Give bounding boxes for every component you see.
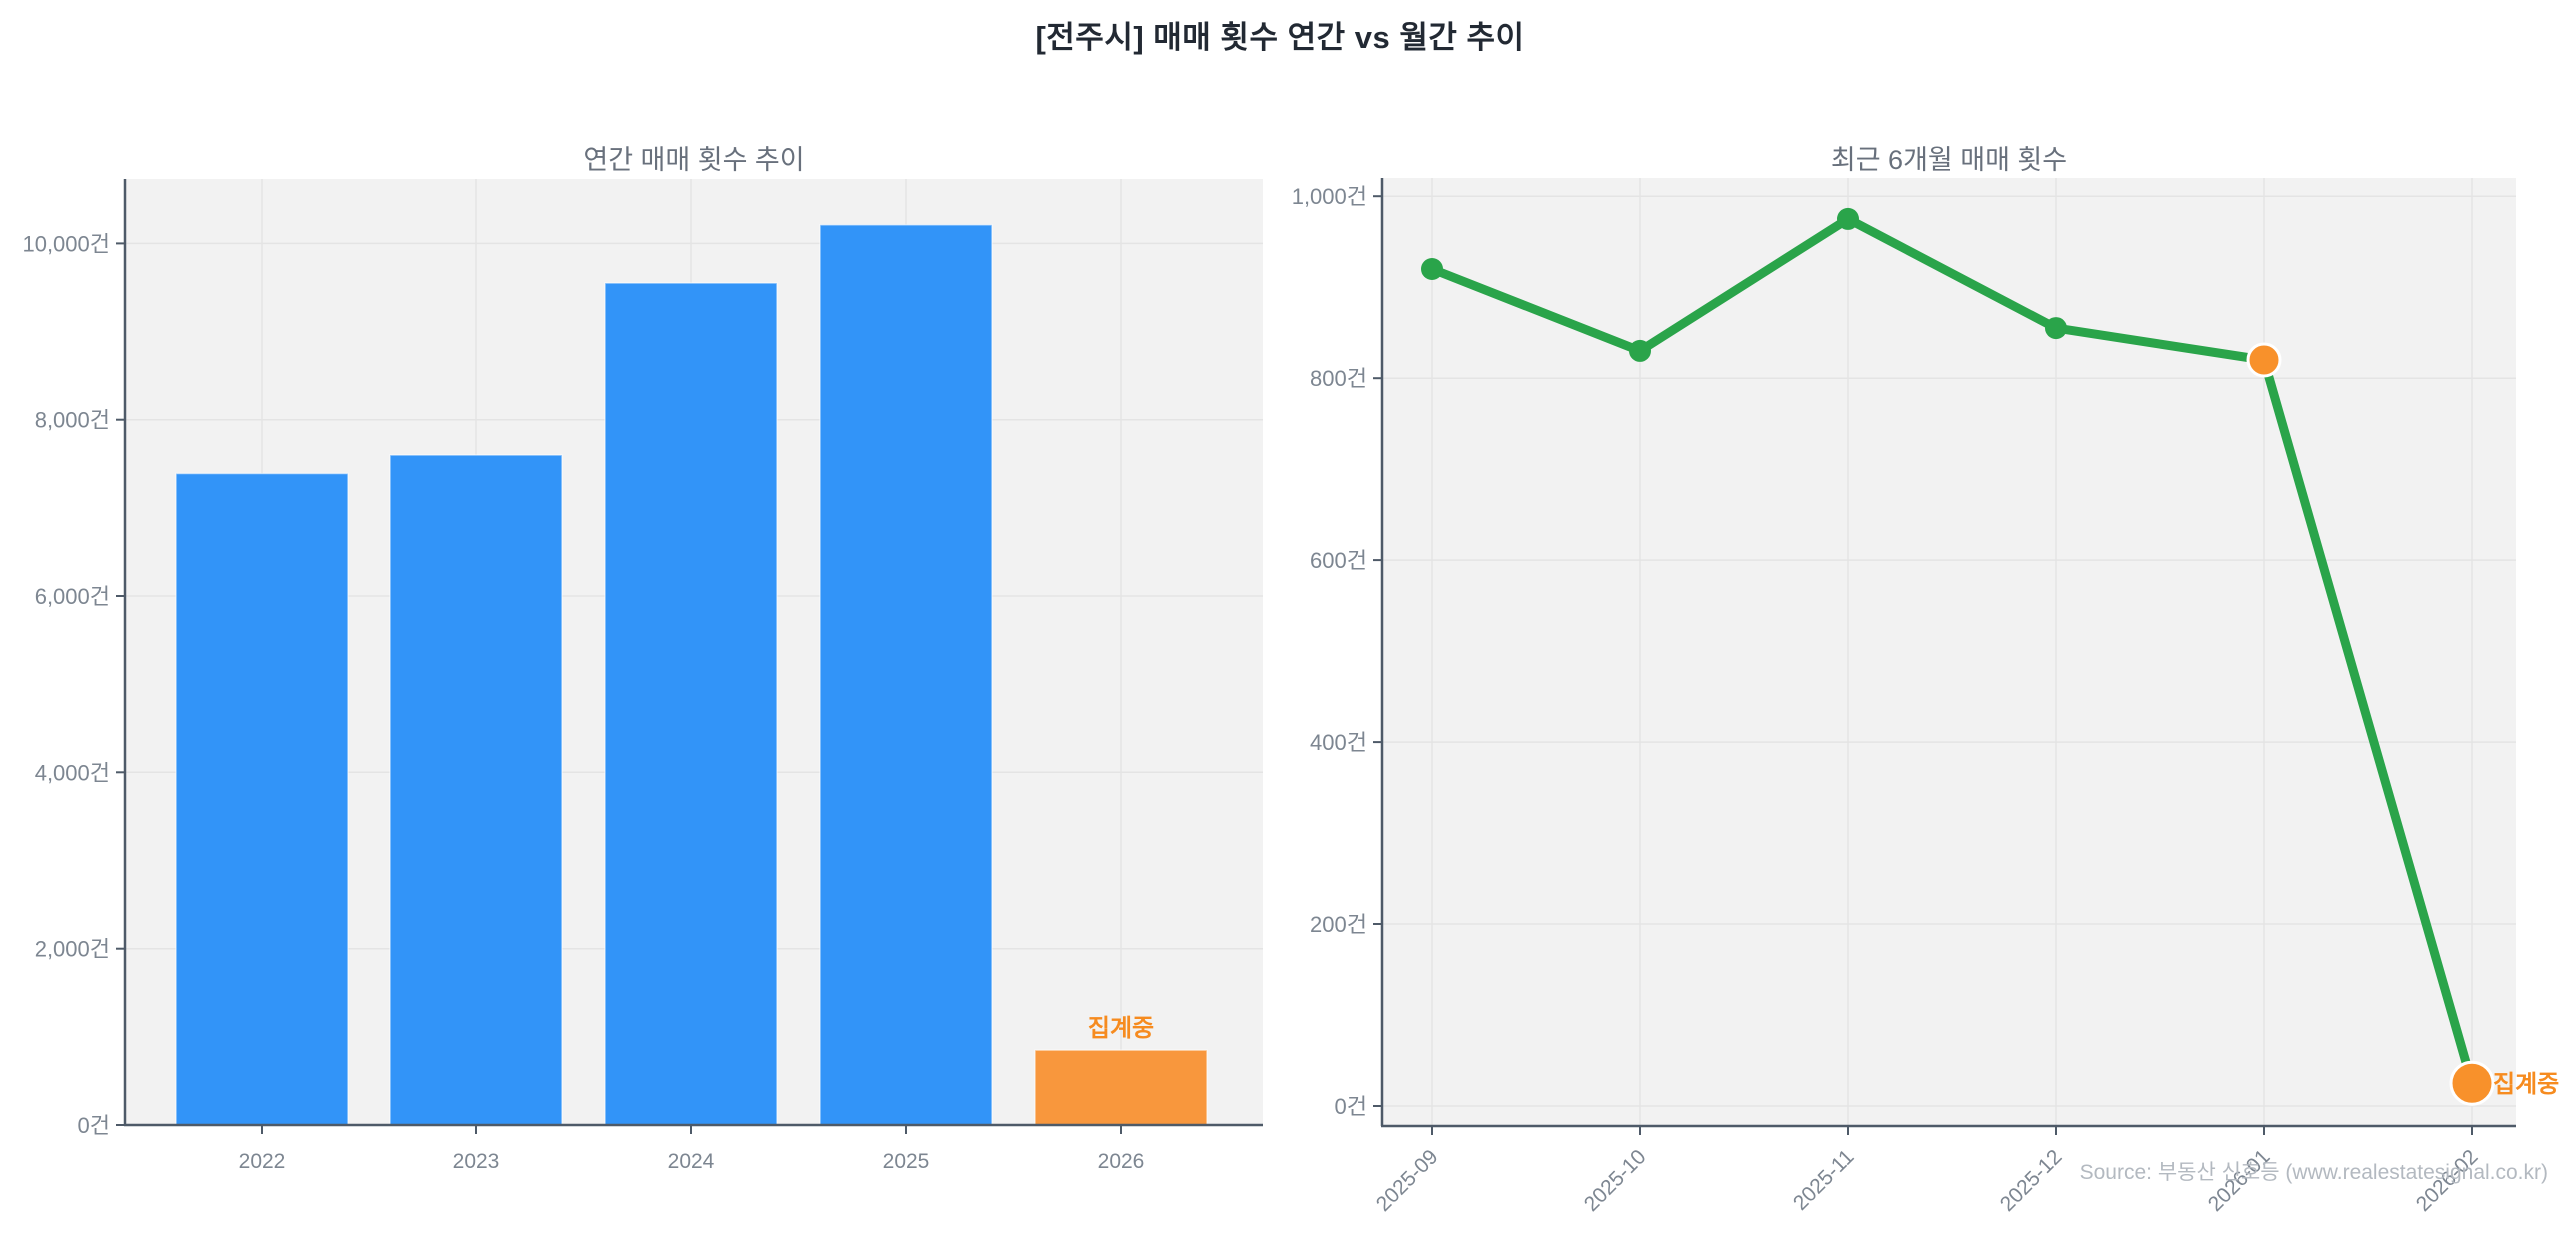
bar-2024 [604, 282, 778, 1126]
data-point-2025-11 [1837, 207, 1859, 230]
bar-2025 [819, 224, 993, 1126]
y-tick-label: 200건 [1310, 912, 1367, 937]
y-tick-label: 0건 [78, 1113, 110, 1138]
x-tick-label: 2025 [883, 1150, 930, 1173]
y-tick-label: 0건 [1335, 1094, 1367, 1119]
bar-2022 [175, 472, 349, 1126]
line-chart-title: 최근 6개월 매매 횟수 [1830, 145, 2068, 175]
y-tick-label: 6,000건 [35, 584, 110, 609]
x-tick-label: 2025-12 [1996, 1145, 2067, 1216]
y-tick-label: 1,000건 [1292, 184, 1367, 209]
aggregating-label: 집계중 [1088, 1015, 1154, 1042]
aggregating-label: 집계중 [2493, 1071, 2559, 1098]
source-note: Source: 부동산 신호등 (www.realestatesignal.co… [2079, 1161, 2548, 1184]
y-tick-label: 800건 [1310, 366, 1367, 391]
y-tick-label: 600건 [1310, 548, 1367, 573]
x-tick-label: 2026 [1098, 1150, 1145, 1173]
line-series [1427, 214, 2477, 1088]
data-point-2025-12 [2045, 317, 2067, 340]
data-point-2026-02 [2449, 1060, 2495, 1106]
y-tick-label: 8,000건 [35, 408, 110, 433]
data-point-2025-09 [1421, 258, 1443, 280]
y-tick-label: 4,000건 [35, 760, 110, 785]
x-tick-label: 2022 [239, 1150, 286, 1173]
y-tick-label: 2,000건 [35, 937, 110, 962]
x-tick-label: 2023 [453, 1150, 500, 1173]
plot-area [1382, 178, 2516, 1126]
bar-2026 [1034, 1049, 1208, 1126]
bar-2023 [389, 454, 563, 1126]
bar-chart-title: 연간 매매 횟수 추이 [583, 145, 805, 175]
x-tick-label: 2024 [668, 1150, 715, 1173]
x-tick-label: 2025-11 [1789, 1145, 1859, 1215]
x-tick-label: 2025-09 [1372, 1145, 1443, 1216]
page-title: [전주시] 매매 횟수 연간 vs 월간 추이 [1035, 20, 1525, 55]
data-point-2025-10 [1629, 339, 1651, 362]
x-tick-label: 2025-10 [1580, 1145, 1651, 1216]
data-point-2026-01 [2246, 342, 2282, 378]
y-tick-label: 10,000건 [22, 231, 110, 256]
y-tick-label: 400건 [1310, 730, 1367, 755]
